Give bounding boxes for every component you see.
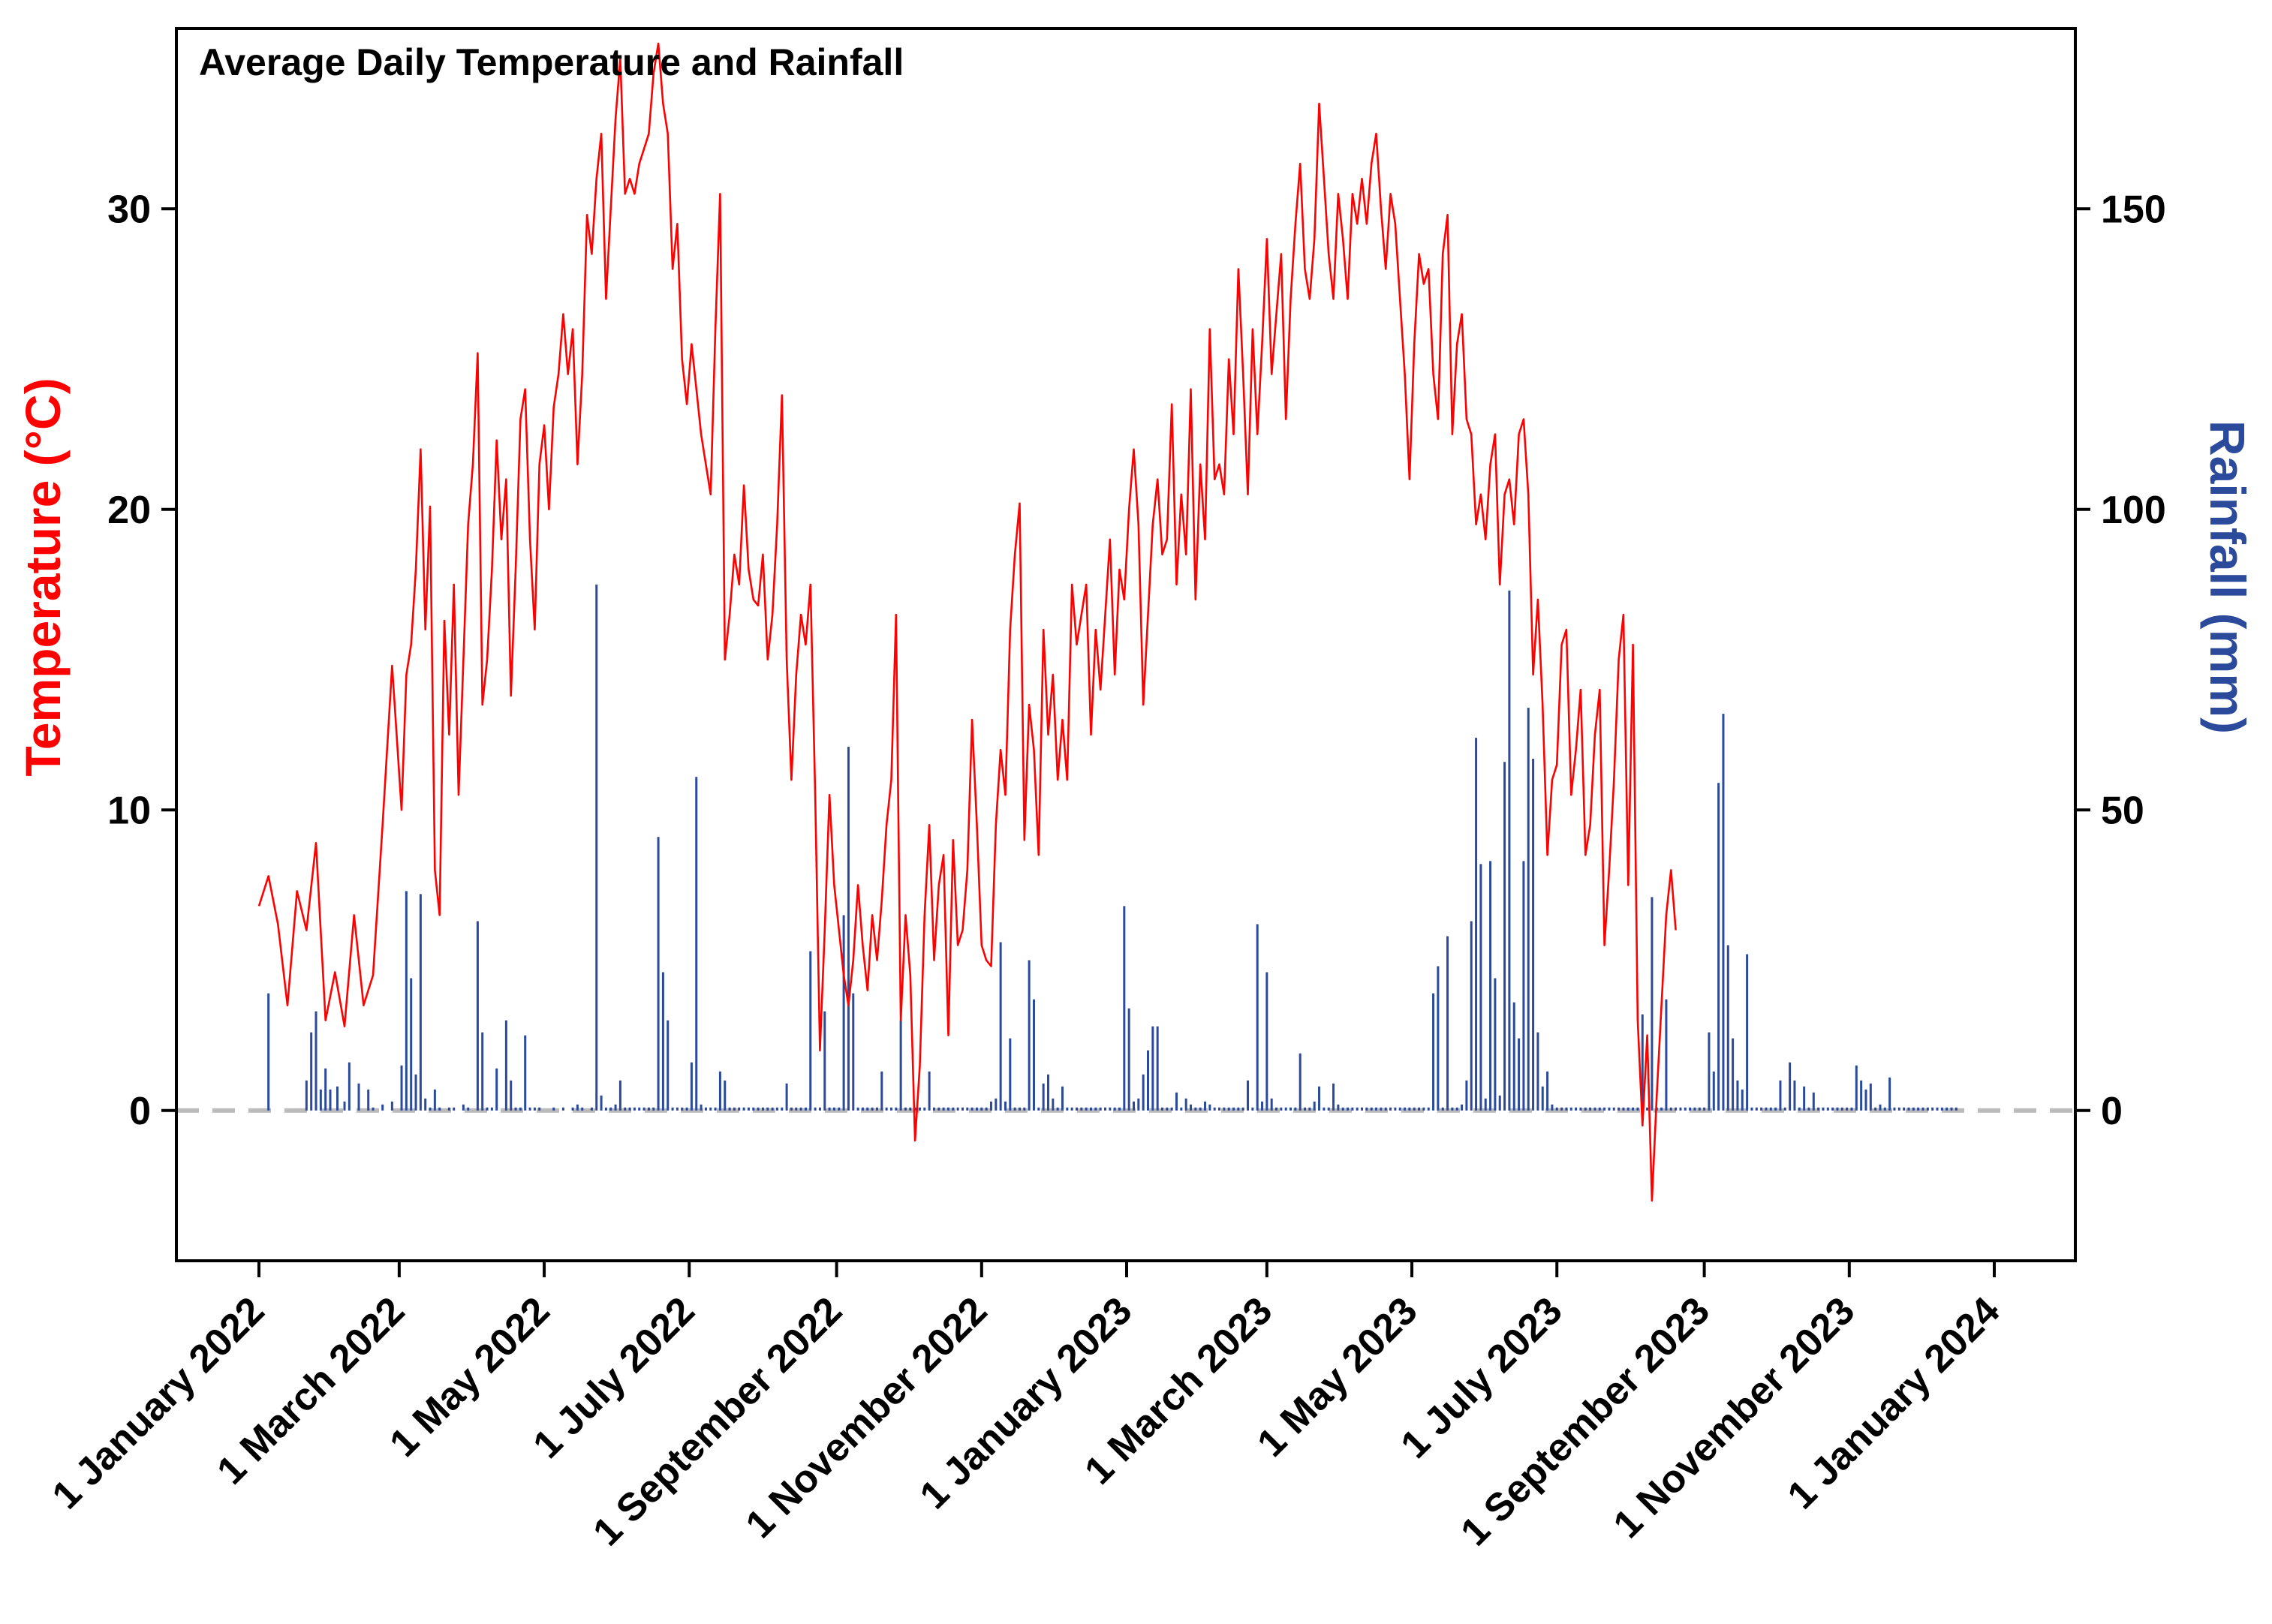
x-tick-label: 1 November 2022: [738, 1289, 996, 1547]
y-tick-label: 30: [107, 188, 151, 231]
right-y-axis: 0 50 100 150: [2075, 188, 2166, 1133]
left-axis-title: Temperature (°C): [15, 377, 71, 776]
y-tick-label: 20: [107, 489, 151, 532]
y2-tick-label: 0: [2101, 1090, 2123, 1133]
rainfall-bars: [267, 584, 1958, 1111]
left-y-axis: 0 10 20 30: [107, 188, 176, 1133]
y2-tick-label: 150: [2101, 188, 2166, 231]
y2-tick-label: 50: [2101, 789, 2144, 832]
y-tick-label: 10: [107, 789, 151, 832]
y2-tick-label: 100: [2101, 489, 2166, 532]
chart-title: Average Daily Temperature and Rainfall: [199, 41, 904, 83]
right-axis-title: Rainfall (mm): [2200, 420, 2255, 734]
x-tick-label: 1 September 2022: [585, 1289, 850, 1554]
x-tick-label: 1 September 2023: [1452, 1289, 1718, 1554]
plot-area: [176, 42, 2075, 1202]
y-tick-label: 0: [129, 1090, 151, 1133]
x-tick-label: 1 November 2023: [1605, 1289, 1864, 1547]
temperature-line: [257, 42, 1677, 1202]
